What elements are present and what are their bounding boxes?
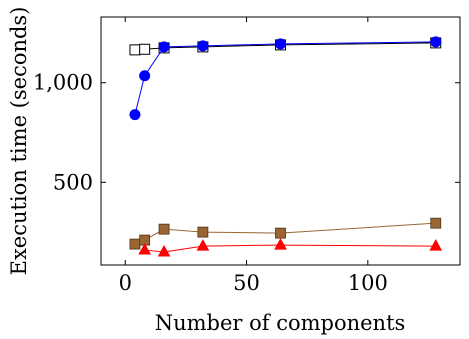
- data-point: [158, 223, 170, 235]
- data-point: [139, 70, 151, 82]
- data-point: [157, 245, 171, 257]
- x-tick-label: 100: [348, 271, 388, 295]
- series-3: [129, 217, 442, 250]
- y-axis-label: Execution time (seconds): [7, 7, 31, 276]
- data-point: [430, 217, 442, 229]
- data-point: [129, 44, 141, 56]
- data-point: [139, 43, 151, 55]
- data-point: [129, 109, 141, 121]
- series-line: [134, 41, 436, 115]
- series-line: [144, 244, 436, 253]
- data-point: [129, 238, 141, 250]
- x-axis-label: Number of components: [155, 311, 406, 335]
- data-point: [197, 226, 209, 238]
- y-tick-label: 500: [53, 170, 93, 194]
- x-tick-label: 0: [119, 271, 132, 295]
- series-2: [129, 36, 442, 121]
- data-point: [429, 239, 443, 251]
- ticks-layer: 0 50 100 500 1,000: [33, 17, 460, 295]
- data-point: [274, 238, 287, 250]
- data-point: [430, 36, 442, 48]
- y-tick-label: 1,000: [33, 71, 93, 95]
- data-point: [275, 227, 286, 239]
- data-point: [275, 38, 286, 50]
- series-4: [138, 238, 443, 257]
- data-point: [197, 40, 209, 52]
- series-layer: [129, 36, 443, 257]
- plot-frame: [100, 16, 461, 266]
- x-tick-label: 50: [233, 271, 260, 295]
- data-point: [196, 239, 210, 251]
- data-point: [158, 41, 170, 53]
- data-point: [138, 243, 152, 255]
